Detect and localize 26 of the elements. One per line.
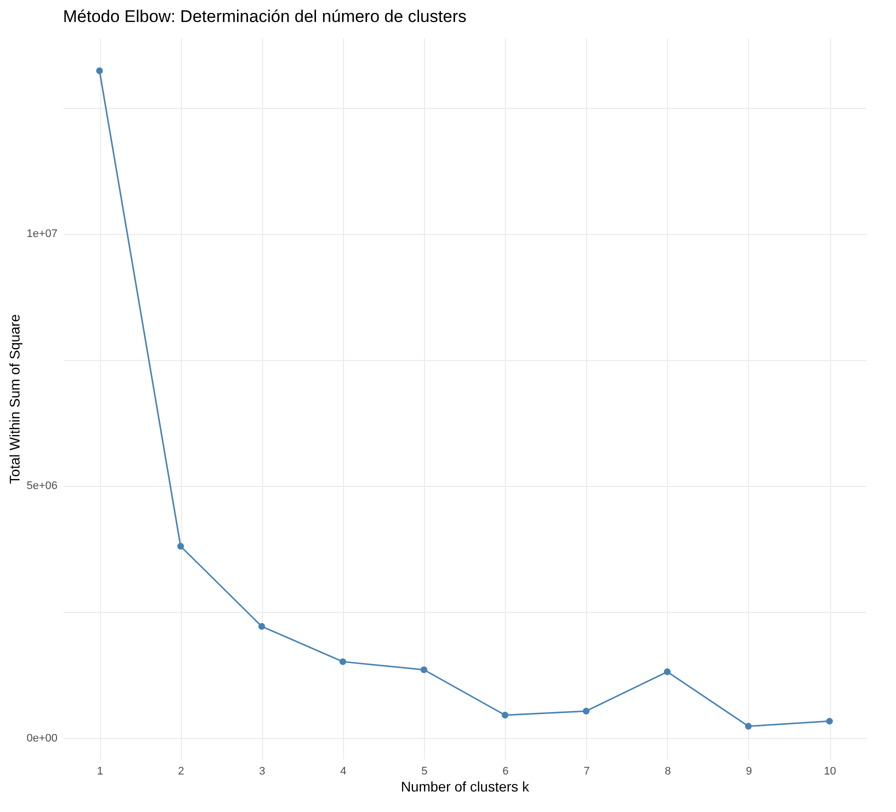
x-tick-label: 4	[340, 766, 346, 778]
x-tick-label: 9	[746, 766, 752, 778]
chart-title: Método Elbow: Determinación del número de clusters	[63, 7, 466, 26]
point	[177, 542, 184, 550]
point	[502, 712, 508, 718]
point	[826, 718, 833, 725]
x-tick-label: 2	[178, 766, 184, 778]
y-axis-title: Total Within Sum of Square	[6, 314, 23, 484]
x-axis-title: Number of clusters k	[400, 778, 530, 794]
point	[420, 666, 428, 674]
x-tick-label: 5	[421, 766, 428, 778]
point	[258, 623, 266, 630]
point	[745, 722, 752, 730]
x-tick-label: 7	[584, 766, 590, 778]
y-tick-label: 1e+07	[26, 228, 58, 240]
point	[339, 658, 346, 666]
point	[96, 67, 103, 74]
point	[582, 708, 590, 714]
x-tick-label: 6	[502, 766, 509, 778]
x-tick-label: 1	[96, 766, 104, 778]
point	[664, 668, 671, 676]
x-tick-label: 10	[824, 766, 836, 778]
y-tick-label: 5e+06	[26, 480, 58, 492]
x-tick-label: 3	[259, 766, 266, 778]
x-tick-label: 8	[664, 766, 671, 778]
y-tick-label: 0e+00	[26, 732, 58, 744]
